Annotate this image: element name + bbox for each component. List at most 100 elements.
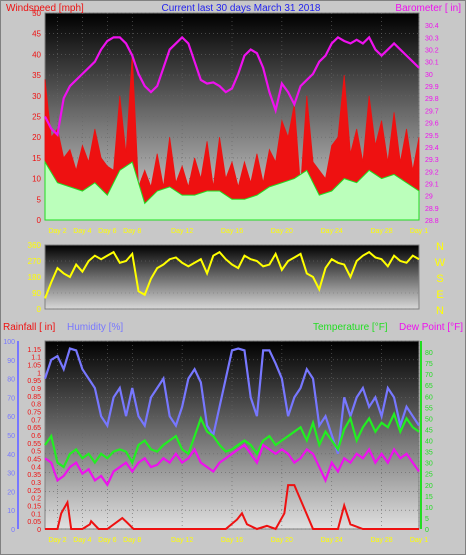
bottom-day-tick-label: Day 1	[410, 537, 428, 544]
rainfall-tick-label: 1.05	[27, 363, 41, 370]
rainfall-tick-label: 0.55	[27, 441, 41, 448]
barometer-tick-label: 30	[425, 72, 433, 79]
windspeed-tick-label: 5	[37, 195, 42, 204]
temperature-tick-label: 80	[425, 350, 433, 357]
humidity-tick-label: 20	[7, 489, 15, 496]
temperature-axis-title: Temperature [°F]	[313, 322, 388, 333]
temperature-tick-label: 50	[425, 416, 433, 423]
barometer-axis-title: Barometer [ in]	[395, 3, 461, 14]
barometer-tick-label: 28.8	[425, 218, 439, 225]
rainfall-tick-label: 0.1	[31, 511, 41, 518]
barometer-tick-label: 29	[425, 194, 433, 201]
windspeed-tick-label: 0	[37, 216, 42, 225]
wind-direction-series	[44, 250, 420, 299]
direction-tick-label: 0	[37, 305, 42, 314]
rainfall-tick-label: 0.6	[31, 433, 41, 440]
rainfall-tick-label: 0.25	[27, 488, 41, 495]
humidity-tick-label: 70	[7, 395, 15, 402]
windspeed-axis-title: Windspeed [mph]	[6, 3, 84, 14]
windspeed-tick-label: 20	[32, 133, 41, 142]
rainfall-tick-label: 0.65	[27, 425, 41, 432]
compass-s: S	[436, 273, 443, 285]
temperature-tick-label: 30	[425, 461, 433, 468]
temperature-tick-label: 10	[425, 505, 433, 512]
barometer-tick-label: 29.5	[425, 133, 439, 140]
windspeed-tick-label: 35	[32, 71, 41, 80]
barometer-tick-label: 30.2	[425, 48, 439, 55]
barometer-tick-label: 29.1	[425, 181, 439, 188]
rainfall-tick-label: 0.15	[27, 504, 41, 511]
windspeed-tick-label: 25	[32, 113, 41, 122]
rainfall-tick-label: 0.5	[31, 449, 41, 456]
bottom-day-tick-label: Day 28	[371, 537, 393, 544]
humidity-tick-label: 30	[7, 471, 15, 478]
barometer-tick-label: 30.3	[425, 35, 439, 42]
wind-direction-line	[44, 250, 420, 299]
day-tick-label: Day 24	[321, 228, 343, 235]
barometer-tick-label: 29.2	[425, 169, 439, 176]
temperature-tick-label: 0	[425, 527, 429, 534]
rainfall-axis-title: Rainfall [ in]	[3, 322, 55, 333]
windspeed-average-area	[44, 160, 420, 221]
windspeed-tick-label: 45	[32, 30, 41, 39]
temp-humidity-series	[43, 347, 420, 531]
bottom-day-tick-label: Day 12	[171, 537, 193, 544]
humidity-tick-label: 100	[3, 339, 15, 346]
day-tick-label: Day 8	[123, 228, 141, 235]
bottom-day-tick-label: Day 20	[271, 537, 293, 544]
direction-tick-label: 270	[28, 257, 42, 266]
direction-tick-label: 360	[28, 241, 42, 250]
wind-baro-axes: 0 5 10 15 20 25 30 35 40 45 50 28.8 28.9 29 29.1 29.2 29…	[32, 9, 439, 235]
dewpoint-axis-title: Dew Point [°F]	[399, 322, 463, 333]
compass-e: E	[436, 289, 443, 301]
rainfall-tick-label: 0.05	[27, 519, 41, 526]
rainfall-tick-label: 0.3	[31, 480, 41, 487]
temperature-tick-label: 15	[425, 494, 433, 501]
temperature-tick-label: 60	[425, 394, 433, 401]
barometer-line	[44, 35, 420, 138]
barometer-tick-label: 29.9	[425, 84, 439, 91]
rainfall-tick-label: 1	[37, 370, 41, 377]
humidity-tick-label: 50	[7, 433, 15, 440]
windspeed-tick-label: 15	[32, 154, 41, 163]
humidity-tick-label: 0	[11, 527, 15, 534]
temp-humidity-axes: 010203040506070809010000.050.10.150.20.2…	[3, 339, 433, 544]
chart-title: Current last 30 days March 31 2018	[162, 3, 321, 14]
rainfall-tick-label: 0.9	[31, 386, 41, 393]
rainfall-tick-label: 0.2	[31, 496, 41, 503]
temperature-tick-label: 70	[425, 372, 433, 379]
temperature-tick-label: 35	[425, 450, 433, 457]
bottom-day-tick-label: Day 24	[321, 537, 343, 544]
barometer-tick-label: 30.4	[425, 23, 439, 30]
rainfall-tick-label: 0.95	[27, 378, 41, 385]
rainfall-tick-label: 0.75	[27, 410, 41, 417]
direction-tick-label: 180	[28, 273, 42, 282]
temperature-line	[44, 411, 420, 469]
day-tick-label: Day 12	[171, 228, 193, 235]
bottom-day-tick-label: Day 6	[98, 537, 116, 544]
day-tick-label: Day 4	[73, 228, 91, 235]
barometer-tick-label: 29.8	[425, 96, 439, 103]
bottom-day-tick-label: Day 8	[123, 537, 141, 544]
barometer-tick-label: 29.3	[425, 157, 439, 164]
windspeed-tick-label: 30	[32, 92, 41, 101]
rainfall-line	[45, 484, 419, 531]
humidity-axis-title: Humidity [%]	[67, 322, 123, 333]
day-tick-label: Day 20	[271, 228, 293, 235]
day-tick-label: Day 16	[221, 228, 243, 235]
humidity-tick-label: 10	[7, 508, 15, 515]
humidity-tick-label: 40	[7, 452, 15, 459]
day-tick-label: Day 6	[98, 228, 116, 235]
barometer-tick-label: 29.4	[425, 145, 439, 152]
windspeed-tick-label: 10	[32, 175, 41, 184]
bottom-day-tick-label: Day 4	[73, 537, 91, 544]
windspeed-tick-label: 40	[32, 50, 41, 59]
temperature-tick-label: 25	[425, 472, 433, 479]
temperature-tick-label: 75	[425, 361, 433, 368]
windspeed-tick-label: 50	[32, 9, 41, 18]
rainfall-tick-label: 0.7	[31, 417, 41, 424]
day-tick-label: Day 28	[371, 228, 393, 235]
temperature-tick-label: 20	[425, 483, 433, 490]
